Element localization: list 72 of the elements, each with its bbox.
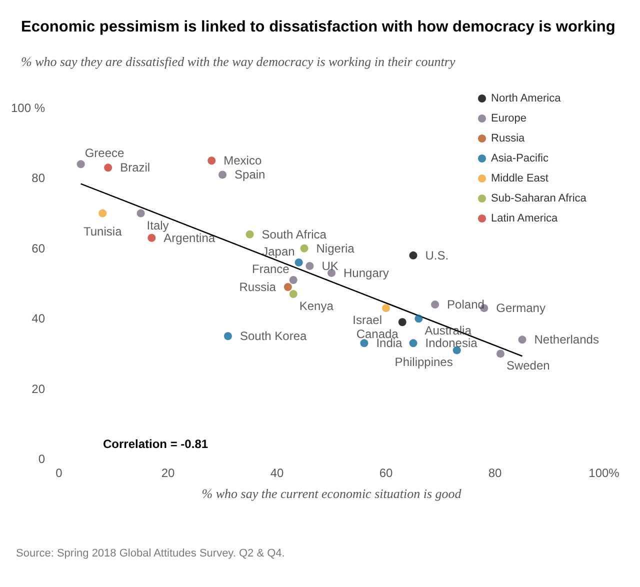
data-label: South Africa — [262, 227, 327, 242]
point — [398, 318, 406, 326]
point — [382, 304, 390, 312]
data-label: Greece — [84, 146, 124, 160]
point — [289, 276, 298, 284]
y-tick-label: 20 — [32, 382, 46, 396]
point — [409, 251, 418, 260]
point — [496, 350, 504, 358]
data-label: Russia — [239, 280, 276, 294]
point — [289, 290, 298, 298]
point — [360, 339, 368, 348]
data-label: Netherlands — [534, 332, 599, 347]
point — [431, 300, 440, 309]
data-label: Spain — [234, 168, 266, 182]
data-label: Kenya — [299, 299, 334, 314]
point — [98, 209, 107, 218]
point — [208, 156, 216, 165]
legend-label: Russia — [491, 132, 526, 144]
y-tick-label: 60 — [32, 241, 46, 256]
data-label: Sweden — [506, 358, 550, 373]
data-label: UK — [322, 258, 338, 273]
annotation: Correlation = -0.81 — [103, 437, 208, 451]
data-label: Indonesia — [425, 336, 478, 350]
legend-label: Middle East — [491, 172, 548, 184]
legend-label: Europe — [491, 112, 526, 124]
point — [148, 234, 156, 242]
point — [294, 258, 303, 266]
point — [76, 160, 85, 168]
legend-label: North America — [491, 92, 562, 104]
data-label: Germany — [496, 301, 546, 316]
x-tick-label: 40 — [270, 466, 284, 480]
y-tick-label: 40 — [32, 312, 46, 326]
x-tick-label: 0 — [56, 466, 63, 480]
data-label: Brazil — [120, 160, 150, 175]
data-label: France — [252, 262, 290, 276]
source-note: Source: Spring 2018 Global Attitudes Survey. Q2 & Q4. — [16, 548, 285, 560]
point — [136, 209, 145, 218]
point — [300, 244, 308, 252]
x-tick-label: 100% — [588, 466, 620, 480]
point — [246, 230, 254, 238]
y-tick-label: 0 — [38, 452, 46, 466]
data-label: Japan — [262, 244, 295, 258]
legend-label: Asia-Pacific — [491, 152, 549, 164]
data-label: Philippines — [394, 355, 453, 370]
data-label: Israel — [352, 313, 382, 328]
chart-title: Economic pessimism is linked to dissatisfaction with how democracy is working — [21, 18, 616, 36]
point — [518, 336, 526, 344]
point — [409, 339, 418, 348]
data-label: Italy — [146, 218, 169, 232]
data-label: South Korea — [240, 329, 308, 344]
data-label: Hungary — [344, 266, 389, 280]
legend-label: Latin America — [491, 212, 559, 224]
data-label: Argentina — [164, 230, 216, 245]
legend-label: Sub-Saharan Africa — [491, 192, 588, 204]
point — [224, 332, 232, 340]
point — [104, 164, 112, 172]
data-label: Tunisia — [84, 224, 122, 238]
point — [414, 314, 423, 323]
point — [284, 283, 292, 292]
chart-subtitle: % who say they are dissatisfied with the way democracy is working in their country — [21, 54, 456, 69]
x-tick-label: 20 — [161, 466, 176, 480]
y-tick-label: 80 — [32, 171, 46, 186]
data-label: U.S. — [425, 248, 449, 262]
point — [306, 262, 314, 270]
data-label: Mexico — [224, 154, 262, 168]
x-tick-label: 60 — [379, 466, 394, 480]
point — [218, 170, 227, 179]
y-tick-label: 100 % — [10, 101, 46, 115]
data-label: Nigeria — [316, 241, 355, 256]
x-tick-label: 80 — [488, 466, 502, 480]
x-axis-title: % who say the current economic situation is good — [202, 486, 462, 501]
data-label: Poland — [447, 298, 484, 312]
